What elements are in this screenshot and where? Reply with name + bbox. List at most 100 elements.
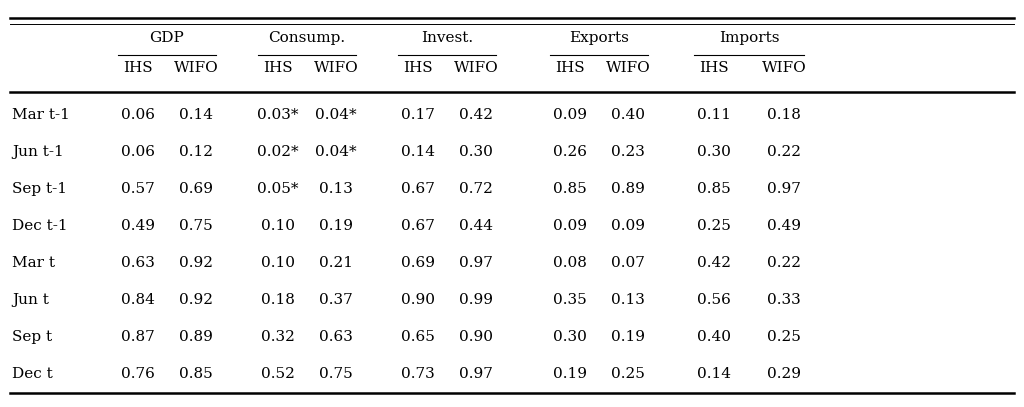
Text: 0.21: 0.21: [319, 256, 353, 270]
Text: 0.65: 0.65: [401, 330, 435, 344]
Text: 0.63: 0.63: [121, 256, 155, 270]
Text: Dec t-1: Dec t-1: [12, 219, 68, 233]
Text: 0.73: 0.73: [401, 367, 435, 381]
Text: 0.44: 0.44: [459, 219, 493, 233]
Text: 0.30: 0.30: [553, 330, 587, 344]
Text: 0.49: 0.49: [767, 219, 801, 233]
Text: 0.06: 0.06: [121, 108, 155, 122]
Text: 0.03*: 0.03*: [257, 108, 299, 122]
Text: Mar t-1: Mar t-1: [12, 108, 70, 122]
Text: 0.63: 0.63: [319, 330, 353, 344]
Text: 0.92: 0.92: [179, 293, 213, 307]
Text: 0.57: 0.57: [121, 182, 155, 196]
Text: 0.75: 0.75: [319, 367, 353, 381]
Text: 0.13: 0.13: [319, 182, 353, 196]
Text: 0.10: 0.10: [261, 256, 295, 270]
Text: 0.09: 0.09: [611, 219, 645, 233]
Text: 0.69: 0.69: [401, 256, 435, 270]
Text: 0.07: 0.07: [611, 256, 645, 270]
Text: 0.09: 0.09: [553, 108, 587, 122]
Text: 0.19: 0.19: [611, 330, 645, 344]
Text: 0.33: 0.33: [767, 293, 801, 307]
Text: 0.49: 0.49: [121, 219, 155, 233]
Text: 0.89: 0.89: [611, 182, 645, 196]
Text: 0.85: 0.85: [697, 182, 731, 196]
Text: 0.08: 0.08: [553, 256, 587, 270]
Text: 0.14: 0.14: [697, 367, 731, 381]
Text: IHS: IHS: [263, 61, 293, 75]
Text: 0.97: 0.97: [767, 182, 801, 196]
Text: 0.32: 0.32: [261, 330, 295, 344]
Text: 0.10: 0.10: [261, 219, 295, 233]
Text: 0.25: 0.25: [767, 330, 801, 344]
Text: 0.85: 0.85: [553, 182, 587, 196]
Text: 0.19: 0.19: [553, 367, 587, 381]
Text: WIFO: WIFO: [762, 61, 806, 75]
Text: 0.67: 0.67: [401, 219, 435, 233]
Text: 0.23: 0.23: [611, 145, 645, 159]
Text: 0.09: 0.09: [553, 219, 587, 233]
Text: Jun t: Jun t: [12, 293, 49, 307]
Text: 0.40: 0.40: [611, 108, 645, 122]
Text: 0.99: 0.99: [459, 293, 493, 307]
Text: IHS: IHS: [403, 61, 433, 75]
Text: 0.18: 0.18: [767, 108, 801, 122]
Text: 0.42: 0.42: [459, 108, 493, 122]
Text: 0.90: 0.90: [401, 293, 435, 307]
Text: 0.97: 0.97: [459, 256, 493, 270]
Text: GDP: GDP: [150, 31, 184, 45]
Text: 0.72: 0.72: [459, 182, 493, 196]
Text: 0.05*: 0.05*: [257, 182, 299, 196]
Text: Exports: Exports: [569, 31, 629, 45]
Text: 0.06: 0.06: [121, 145, 155, 159]
Text: 0.56: 0.56: [697, 293, 731, 307]
Text: 0.26: 0.26: [553, 145, 587, 159]
Text: WIFO: WIFO: [605, 61, 650, 75]
Text: 0.35: 0.35: [553, 293, 587, 307]
Text: 0.69: 0.69: [179, 182, 213, 196]
Text: IHS: IHS: [123, 61, 153, 75]
Text: 0.30: 0.30: [697, 145, 731, 159]
Text: 0.14: 0.14: [179, 108, 213, 122]
Text: 0.13: 0.13: [611, 293, 645, 307]
Text: WIFO: WIFO: [454, 61, 499, 75]
Text: Jun t-1: Jun t-1: [12, 145, 63, 159]
Text: 0.04*: 0.04*: [315, 108, 356, 122]
Text: 0.67: 0.67: [401, 182, 435, 196]
Text: WIFO: WIFO: [174, 61, 218, 75]
Text: 0.18: 0.18: [261, 293, 295, 307]
Text: 0.14: 0.14: [401, 145, 435, 159]
Text: Invest.: Invest.: [421, 31, 473, 45]
Text: Dec t: Dec t: [12, 367, 53, 381]
Text: 0.25: 0.25: [611, 367, 645, 381]
Text: 0.37: 0.37: [319, 293, 353, 307]
Text: 0.84: 0.84: [121, 293, 155, 307]
Text: 0.40: 0.40: [697, 330, 731, 344]
Text: 0.97: 0.97: [459, 367, 493, 381]
Text: 0.85: 0.85: [179, 367, 213, 381]
Text: IHS: IHS: [699, 61, 729, 75]
Text: 0.04*: 0.04*: [315, 145, 356, 159]
Text: 0.02*: 0.02*: [257, 145, 299, 159]
Text: 0.90: 0.90: [459, 330, 493, 344]
Text: 0.87: 0.87: [121, 330, 155, 344]
Text: 0.76: 0.76: [121, 367, 155, 381]
Text: WIFO: WIFO: [313, 61, 358, 75]
Text: 0.89: 0.89: [179, 330, 213, 344]
Text: 0.17: 0.17: [401, 108, 435, 122]
Text: 0.52: 0.52: [261, 367, 295, 381]
Text: 0.75: 0.75: [179, 219, 213, 233]
Text: Sep t-1: Sep t-1: [12, 182, 67, 196]
Text: 0.30: 0.30: [459, 145, 493, 159]
Text: 0.19: 0.19: [319, 219, 353, 233]
Text: Imports: Imports: [719, 31, 779, 45]
Text: Consump.: Consump.: [268, 31, 345, 45]
Text: IHS: IHS: [555, 61, 585, 75]
Text: 0.92: 0.92: [179, 256, 213, 270]
Text: 0.42: 0.42: [697, 256, 731, 270]
Text: 0.11: 0.11: [697, 108, 731, 122]
Text: 0.25: 0.25: [697, 219, 731, 233]
Text: 0.22: 0.22: [767, 256, 801, 270]
Text: 0.22: 0.22: [767, 145, 801, 159]
Text: 0.29: 0.29: [767, 367, 801, 381]
